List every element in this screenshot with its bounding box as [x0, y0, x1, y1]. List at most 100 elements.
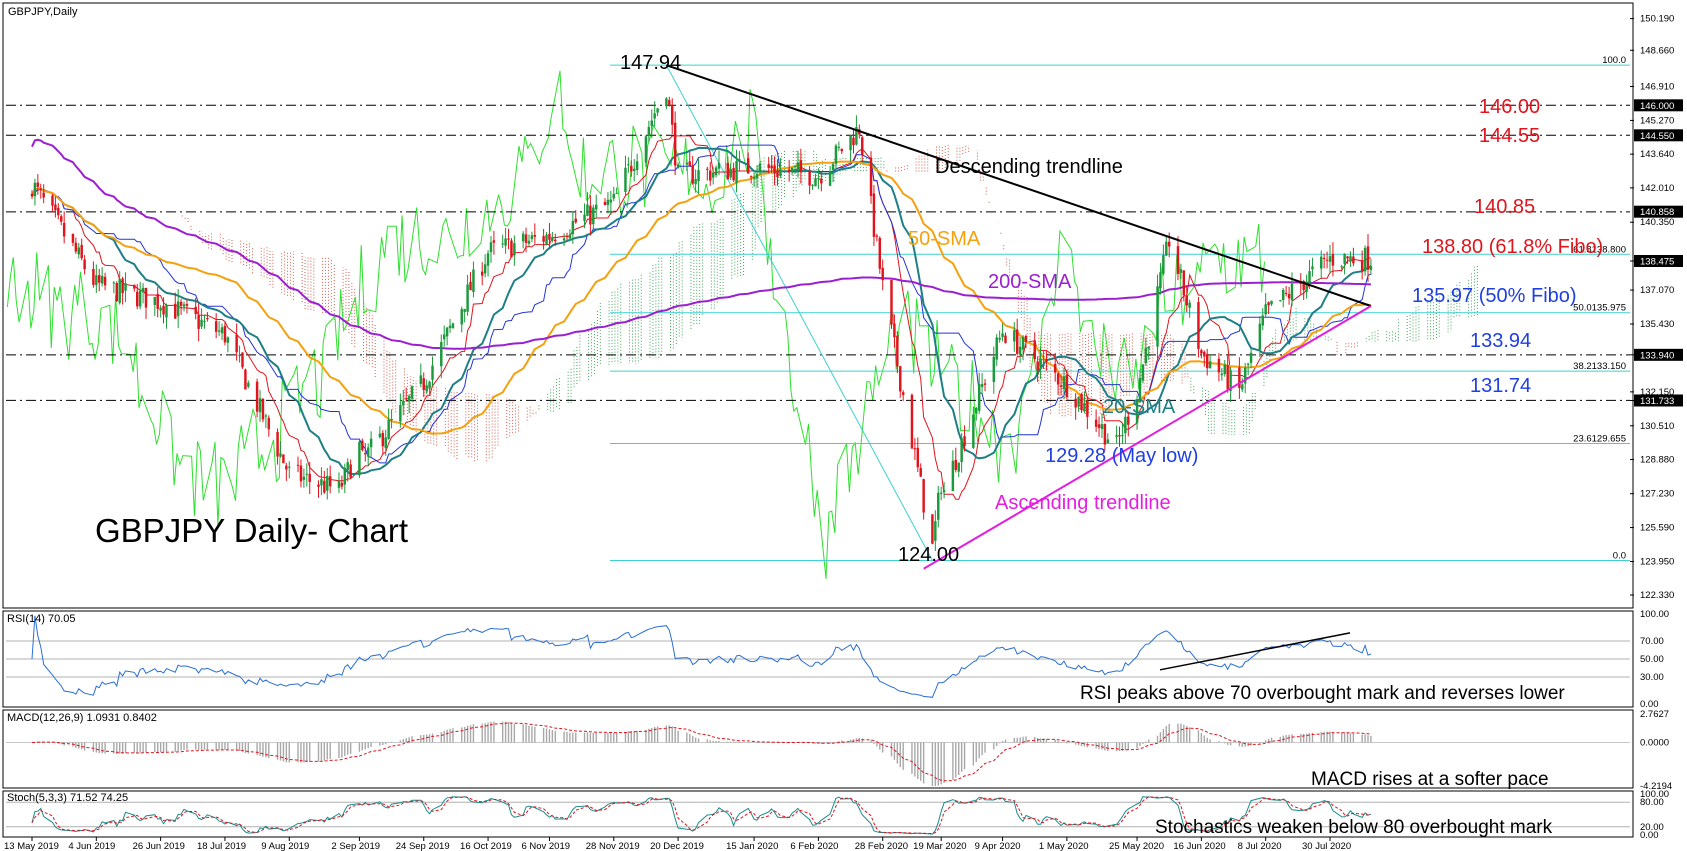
fibo-level-tag: 23.6129.655 [1573, 433, 1626, 444]
candle-body [1188, 302, 1191, 308]
price-tag-box [1634, 205, 1683, 218]
candle-body [758, 163, 762, 172]
price-tag-box [1634, 129, 1683, 142]
candle-body [153, 296, 157, 305]
candle-body [1267, 302, 1270, 306]
symbol-label: GBPJPY,Daily [8, 6, 78, 18]
candle-body [1042, 359, 1045, 361]
price-tag-box [1634, 255, 1683, 267]
candle-body [469, 281, 472, 291]
candle-body [589, 205, 592, 225]
candle-body [1176, 246, 1180, 274]
candle-body [738, 159, 741, 161]
candle-body [422, 378, 425, 391]
stoch-signal-line [31, 796, 1372, 835]
candle-body [1287, 293, 1291, 299]
candle-body [349, 464, 352, 478]
candle-body [910, 394, 914, 449]
label-20-sma: 20-SMA [1103, 396, 1176, 418]
x-tick-label: 9 Aug 2019 [261, 841, 309, 851]
candle-body [697, 170, 700, 182]
candle-body [624, 167, 627, 192]
x-tick-label: 13 May 2019 [4, 841, 59, 851]
candle-body [121, 278, 124, 294]
candle-body [635, 161, 639, 170]
candle-body [583, 214, 586, 221]
candle-body [1141, 364, 1145, 381]
candle-body [346, 462, 349, 471]
candle-body [837, 146, 841, 148]
fibo-level-tag: 61.8138.800 [1573, 244, 1626, 255]
label-140-85: 140.85 [1474, 196, 1535, 218]
candle-body [141, 287, 145, 293]
candle-body [1223, 364, 1226, 375]
candle-body [54, 204, 57, 211]
candle-body [98, 275, 101, 283]
candle-body [878, 238, 882, 269]
candle-body [159, 307, 162, 311]
candle-body [185, 304, 189, 306]
y-tick-label: 140.350 [1640, 217, 1674, 228]
candle-body [1270, 300, 1273, 305]
candle-body [942, 490, 946, 493]
candle-body [366, 447, 370, 457]
x-tick-label: 20 Dec 2019 [650, 841, 704, 851]
candle-body [726, 162, 730, 180]
candle-body [831, 164, 835, 171]
candle-body [828, 171, 832, 186]
candle-body [507, 238, 510, 240]
candle-body [486, 253, 490, 266]
candle-body [685, 162, 689, 165]
candle-body [1144, 348, 1148, 364]
rsi-tick-label: 100.00 [1640, 609, 1669, 620]
candle-body [463, 308, 466, 312]
macd-annotation: MACD rises at a softer pace [1311, 769, 1549, 790]
candle-body [83, 259, 86, 270]
candle-body [951, 460, 955, 492]
candle-body [957, 462, 960, 472]
candle-body [565, 236, 569, 238]
candle-body [1249, 352, 1253, 363]
candle-body [358, 441, 361, 476]
candle-body [615, 192, 618, 194]
candle-body [133, 284, 136, 289]
candle-body [1185, 295, 1188, 306]
candle-body [323, 480, 326, 493]
candle-body [574, 218, 577, 223]
candle-body [451, 323, 455, 328]
candle-body [545, 234, 548, 244]
price-tag-box [1634, 348, 1683, 361]
stoch-tick-label: 100.00 [1640, 789, 1669, 800]
candle-body [460, 309, 463, 325]
candle-body [1165, 241, 1168, 256]
candle-body [977, 384, 981, 411]
chart-title: GBPJPY Daily- Chart [95, 512, 408, 549]
candle-body [288, 466, 291, 468]
candle-body [305, 473, 309, 475]
candle-body [773, 165, 776, 174]
candle-body [136, 291, 139, 307]
candle-body [472, 269, 475, 293]
candle-body [1261, 315, 1264, 326]
candle-body [869, 157, 873, 197]
candle-body [524, 234, 528, 243]
candle-body [217, 330, 221, 332]
candle-body [156, 294, 159, 309]
candle-body [466, 284, 469, 312]
candle-body [440, 342, 443, 367]
candle-body [384, 437, 387, 448]
label-may-low: 129.28 (May low) [1045, 445, 1198, 467]
candle-body [849, 135, 852, 151]
candle-body [1226, 365, 1229, 390]
candle-body [840, 148, 844, 152]
candle-body [668, 100, 671, 105]
candle-body [875, 235, 879, 237]
candle-body [244, 369, 247, 390]
candle-body [1056, 373, 1060, 385]
candle-body [814, 178, 817, 187]
candle-body [1045, 359, 1048, 362]
candle-body [939, 492, 943, 494]
candle-body [402, 400, 405, 406]
candle-body [442, 334, 446, 340]
candle-body [881, 267, 884, 281]
